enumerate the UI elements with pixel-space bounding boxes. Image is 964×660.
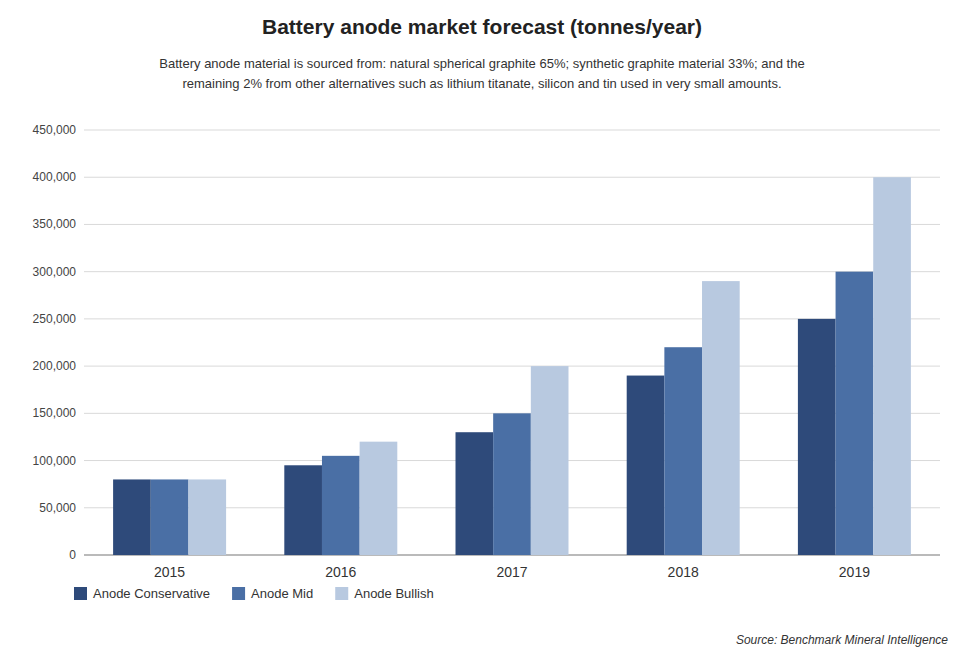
grid-line [84, 224, 940, 225]
bar [113, 479, 151, 555]
title: Battery anode market forecast (tonnes/ye… [262, 15, 702, 38]
legend-swatch [74, 587, 87, 600]
x-axis: 2015 2016 2017 2018 2019 [154, 564, 870, 580]
bar [798, 319, 836, 555]
legend: Anode Conservative Anode Mid Anode Bullish [74, 586, 434, 601]
y-tick-label: 300,000 [33, 265, 77, 279]
legend-item: Anode Bullish [335, 586, 434, 601]
y-tick-label: 250,000 [33, 312, 77, 326]
legend-label: Anode Mid [251, 586, 313, 601]
series [151, 272, 873, 555]
bar [284, 465, 322, 555]
bar [151, 479, 189, 555]
legend-label: Anode Conservative [93, 586, 210, 601]
annotation: Source: Benchmark Mineral Intelligence [736, 633, 948, 647]
y-axis: 0 50,000 100,000 150,000 200,000 250,000 300,0… [33, 123, 77, 562]
x-tick-label: 2015 [154, 564, 185, 580]
y-tick-label: 100,000 [33, 454, 77, 468]
chart: Battery anode market forecast (tonnes/ye… [0, 0, 964, 660]
legend-item: Anode Conservative [74, 586, 210, 601]
bar [873, 177, 911, 555]
subtitle: remaining 2% from other alternatives suc… [182, 76, 781, 91]
bar [531, 366, 569, 555]
bar [702, 281, 740, 555]
x-tick-label: 2018 [668, 564, 699, 580]
legend-item: Anode Mid [232, 586, 313, 601]
bar [322, 456, 360, 555]
bar [456, 432, 494, 555]
x-tick-label: 2016 [325, 564, 356, 580]
grid [84, 130, 940, 555]
series [188, 177, 910, 555]
subtitle: Battery anode material is sourced from: … [159, 56, 804, 71]
legend-label: Anode Bullish [354, 586, 434, 601]
bar [360, 442, 398, 555]
y-tick-label: 0 [69, 548, 76, 562]
grid-line [84, 130, 940, 131]
legend-swatch [232, 587, 245, 600]
y-tick-label: 50,000 [39, 501, 76, 515]
y-tick-label: 200,000 [33, 359, 77, 373]
grid-line [84, 177, 940, 178]
x-tick-label: 2019 [839, 564, 870, 580]
legend-swatch [335, 587, 348, 600]
y-tick-label: 150,000 [33, 406, 77, 420]
bar [188, 479, 226, 555]
bars [113, 177, 911, 555]
y-tick-label: 400,000 [33, 170, 77, 184]
bar [493, 413, 531, 555]
grid-line [84, 271, 940, 272]
bar [664, 347, 702, 555]
x-tick-label: 2017 [496, 564, 527, 580]
y-tick-label: 350,000 [33, 217, 77, 231]
bar [836, 272, 874, 555]
bar [627, 376, 665, 555]
y-tick-label: 450,000 [33, 123, 77, 137]
